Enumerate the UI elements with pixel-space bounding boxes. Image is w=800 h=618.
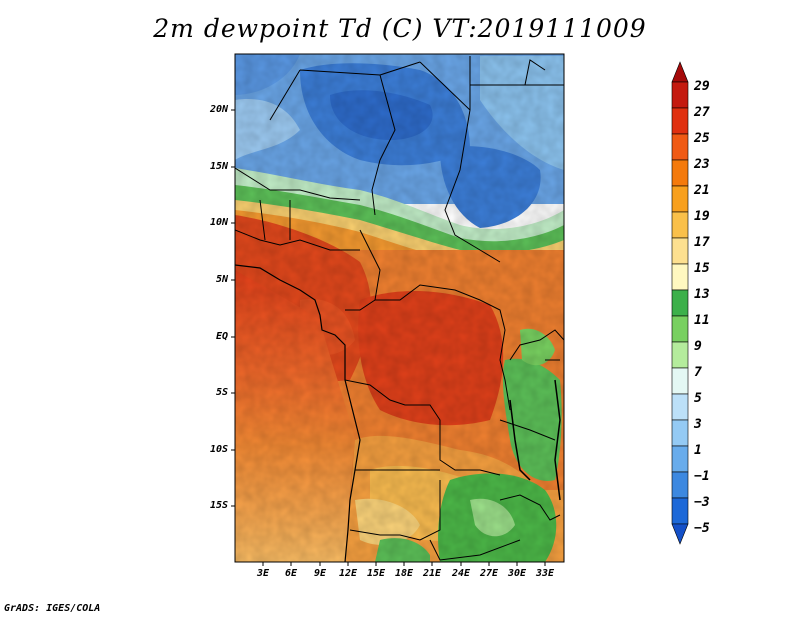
colorbar-label: 11 [694,313,710,328]
colorbar-swatch [671,497,689,525]
colorbar-swatch [671,393,689,421]
map-frame [234,53,565,563]
credit-text: GrADS: IGES/COLA [4,603,101,614]
colorbar-swatch [671,315,689,343]
lat-label-eq: EQ [215,331,228,342]
colorbar-label: 13 [694,287,710,302]
lat-label-20n: 20N [209,104,228,115]
colorbar-label: 17 [694,235,710,250]
colorbar [671,61,689,545]
colorbar-swatch [671,211,689,239]
lon-label-9e: 9E [313,568,327,579]
colorbar-label: 3 [694,417,702,432]
lat-label-5s: 5S [215,387,228,398]
colorbar-label: 7 [694,365,702,380]
colorbar-swatch [671,133,689,161]
lat-label-15n: 15N [209,161,228,172]
colorbar-top-arrow [671,61,689,83]
lon-label-3e: 3E [256,568,270,579]
colorbar-label: 5 [694,391,702,406]
colorbar-label: 29 [694,79,710,94]
colorbar-label: 1 [694,443,702,458]
lon-label-27e: 27E [479,568,499,579]
lon-label-18e: 18E [394,568,414,579]
lon-label-21e: 21E [422,568,442,579]
map-fill [235,54,564,562]
colorbar-label: 25 [694,131,710,146]
lon-label-6e: 6E [284,568,298,579]
lat-label-15s: 15S [209,500,228,511]
colorbar-swatch [671,237,689,265]
lat-label-5n: 5N [215,274,228,285]
chart-title: 2m dewpoint Td (C) VT:2019111009 [153,14,647,43]
lon-label-24e: 24E [451,568,471,579]
colorbar-swatch [671,289,689,317]
colorbar-label: 19 [694,209,710,224]
colorbar-label: 9 [694,339,702,354]
colorbar-label: −5 [694,521,710,536]
axis-ticks [231,109,546,566]
country-borders [235,56,564,562]
lon-label-30e: 30E [507,568,527,579]
colorbar-label: 23 [694,157,710,172]
lon-label-15e: 15E [366,568,386,579]
colorbar-swatch [671,471,689,499]
colorbar-swatch [671,341,689,369]
colorbar-label: 27 [694,105,710,120]
colorbar-label: −1 [694,469,710,484]
colorbar-swatch [671,107,689,135]
colorbar-swatch [671,367,689,395]
colorbar-label: 15 [694,261,710,276]
colorbar-swatch [671,263,689,291]
colorbar-label: −3 [694,495,710,510]
colorbar-bottom-arrow [671,523,689,545]
colorbar-swatch [671,419,689,447]
colorbar-swatch [671,159,689,187]
lat-label-10n: 10N [209,217,228,228]
colorbar-swatch [671,81,689,109]
lon-label-33e: 33E [535,568,555,579]
colorbar-label: 21 [694,183,710,198]
lon-label-12e: 12E [338,568,358,579]
colorbar-swatch [671,445,689,473]
lat-label-10s: 10S [209,444,228,455]
colorbar-swatch [671,185,689,213]
